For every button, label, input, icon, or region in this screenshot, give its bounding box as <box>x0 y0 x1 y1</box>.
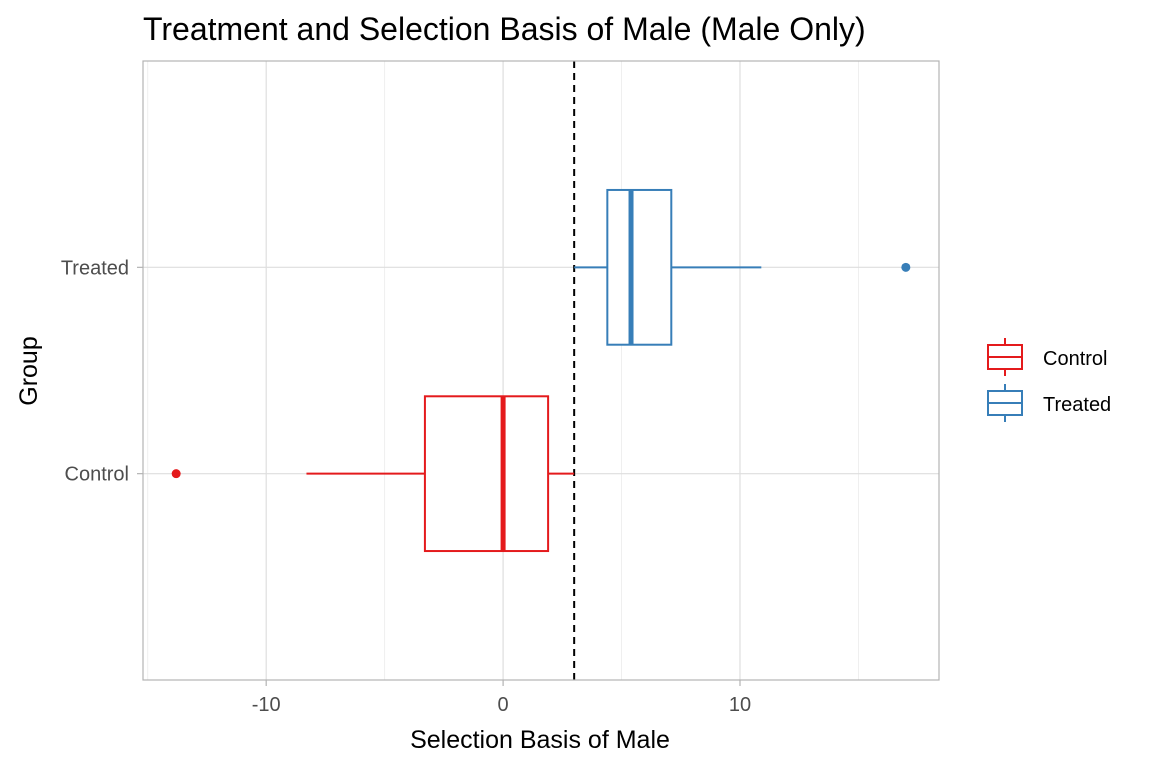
outlier-point-treated <box>901 262 911 272</box>
x-axis-title: Selection Basis of Male <box>410 726 670 754</box>
boxplot-treated <box>574 188 911 346</box>
legend-item-control: Control <box>987 338 1107 376</box>
x-tick-label: -10 <box>252 694 281 716</box>
grid <box>143 61 939 680</box>
plot-panel-border <box>142 60 940 681</box>
box-treated <box>606 188 673 346</box>
axis-ticks: -10 0 10 Control Treated <box>61 257 751 716</box>
y-tick-label-treated: Treated <box>61 257 129 279</box>
y-axis-title: Group <box>15 336 43 405</box>
boxplot-control <box>171 395 575 553</box>
legend: Control Treated <box>987 338 1111 422</box>
box-control <box>423 395 550 553</box>
legend-item-treated: Treated <box>987 384 1111 422</box>
boxplot-layer <box>171 188 911 553</box>
x-tick-label: 0 <box>498 694 509 716</box>
outlier-point-control <box>171 469 181 479</box>
chart-title: Treatment and Selection Basis of Male (M… <box>143 11 866 47</box>
x-tick-label: 10 <box>729 694 751 716</box>
y-tick-label-control: Control <box>65 464 129 486</box>
legend-label-treated: Treated <box>1043 394 1111 416</box>
legend-label-control: Control <box>1043 348 1107 370</box>
